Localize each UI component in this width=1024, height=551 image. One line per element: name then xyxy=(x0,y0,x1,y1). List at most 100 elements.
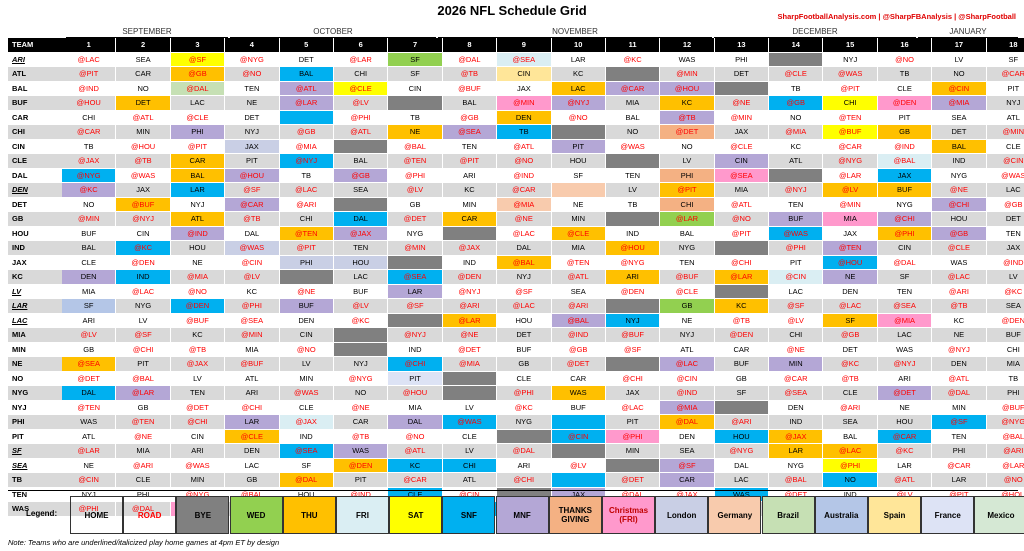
game-cell: PIT xyxy=(333,473,389,488)
header-week: 13 xyxy=(714,38,770,53)
game-cell: TEN xyxy=(986,227,1024,241)
game-cell: @KC xyxy=(877,444,933,459)
game-cell: @ATL xyxy=(333,125,389,140)
game-cell: @GB xyxy=(442,110,498,125)
month-january: JANUARY xyxy=(918,26,1018,38)
game-cell: @LV xyxy=(225,270,280,285)
game-cell: @IND xyxy=(986,256,1024,270)
game-cell: ATL xyxy=(769,154,824,169)
game-cell: NYJ xyxy=(170,197,226,212)
game-cell: @PHI xyxy=(388,168,443,183)
game-cell: @NYG xyxy=(605,255,661,270)
game-cell: @SF xyxy=(660,458,715,473)
game-cell: @LAR xyxy=(823,168,878,183)
game-cell: @BUF xyxy=(442,81,498,96)
game-cell: MIA xyxy=(116,444,171,459)
legend-item: THU xyxy=(282,496,336,534)
game-cell: DET xyxy=(279,52,334,67)
game-cell: @PHI xyxy=(62,502,117,517)
game-cell: JAX xyxy=(714,125,770,140)
legend-item: Brazil xyxy=(761,496,815,534)
team-name: CIN xyxy=(8,140,62,154)
game-cell: @MIN xyxy=(823,197,878,212)
game-cell: @DAL xyxy=(497,444,552,459)
game-cell: @WAS xyxy=(116,168,171,183)
game-cell: @ATL xyxy=(497,139,552,154)
game-cell: @DET xyxy=(605,473,661,488)
game-cell: @BAL xyxy=(986,430,1024,444)
game-cell: @LAR xyxy=(333,52,389,67)
bye-cell xyxy=(497,429,552,444)
game-cell: @NE xyxy=(497,212,552,227)
header-week: 11 xyxy=(605,38,661,53)
header-week: 18 xyxy=(986,38,1024,53)
game-cell: BUF xyxy=(279,299,334,314)
game-cell: @DAL xyxy=(877,255,933,270)
game-cell: @SF xyxy=(497,284,552,299)
legend-item: THANKS GIVING xyxy=(548,496,602,534)
game-cell: @CAR xyxy=(877,429,933,444)
game-cell: @LAR xyxy=(986,459,1024,473)
game-cell: DEN xyxy=(62,270,117,285)
legend-item: SAT xyxy=(389,496,443,534)
legend-item: Australia xyxy=(814,496,868,534)
game-cell: CHI xyxy=(823,96,878,111)
game-cell: @BAL xyxy=(769,473,824,488)
game-cell: @MIN xyxy=(225,328,280,343)
game-cell: @NO xyxy=(714,212,770,227)
game-cell: @ARI xyxy=(714,415,770,430)
game-cell: @GB xyxy=(551,342,606,357)
game-cell: @IND xyxy=(170,226,226,241)
game-cell: BUF xyxy=(714,357,770,372)
game-cell: @CLE xyxy=(932,241,987,256)
game-cell: @NO xyxy=(225,67,280,82)
game-cell: @MIN xyxy=(986,125,1024,140)
game-cell: SF xyxy=(62,299,117,314)
game-cell: @CIN xyxy=(660,371,715,386)
game-cell: @NYJ xyxy=(116,212,171,227)
bye-cell xyxy=(714,241,770,256)
game-cell: JAX xyxy=(225,139,280,154)
game-cell: @NYG xyxy=(714,444,770,459)
game-cell: @DEN xyxy=(116,255,171,270)
game-cell: @LAC xyxy=(932,270,987,285)
game-cell: @SF xyxy=(388,299,443,314)
game-cell: @WAS xyxy=(823,67,878,82)
game-cell: BAL xyxy=(660,226,715,241)
table-row: IND BAL @KC HOU @WAS @PIT TEN @MIN @JAX DAL MIA @HO… xyxy=(8,241,1024,256)
game-cell: @TEN xyxy=(551,255,606,270)
game-cell: @DAL xyxy=(170,81,226,96)
game-cell: @DEN xyxy=(877,96,933,111)
game-cell: @KC xyxy=(62,183,117,198)
game-cell: ATL xyxy=(62,429,117,444)
team-name: DET xyxy=(8,198,62,212)
header-week: 17 xyxy=(932,38,987,53)
team-name: SEA xyxy=(8,459,62,473)
game-cell: @CIN xyxy=(62,473,117,488)
game-cell: @LV xyxy=(769,313,824,328)
table-row: KC DEN IND @MIA @LV LAC @SEA @DEN NYJ @ATL ARI @BUF… xyxy=(8,270,1024,285)
team-name: CHI xyxy=(8,125,62,140)
game-cell: @HOU xyxy=(660,81,715,96)
game-cell: LAR xyxy=(932,473,987,488)
game-cell: SF xyxy=(388,67,443,82)
bye-cell xyxy=(388,96,443,111)
game-cell: CHI xyxy=(62,110,117,125)
game-cell: @CAR xyxy=(225,197,280,212)
game-cell: PHI xyxy=(116,487,171,502)
game-cell: @LAC xyxy=(660,357,715,372)
game-cell: @LAR xyxy=(660,212,715,227)
game-cell: TEN xyxy=(333,241,389,256)
game-cell: NO xyxy=(605,125,661,140)
game-cell: @BUF xyxy=(986,401,1024,415)
legend-item: Germany xyxy=(708,496,762,534)
game-cell: @NYJ xyxy=(769,183,824,198)
table-row: NE @SEA PIT @JAX @BUF LV NYJ @CHI @MIA GB @DET @LAC… xyxy=(8,357,1024,372)
bye-cell xyxy=(605,67,661,82)
table-row: CIN TB @HOU @PIT JAX @MIA @BAL TEN @ATL PIT @WAS NO… xyxy=(8,139,1024,154)
game-cell: WAS xyxy=(551,386,606,401)
game-cell: LV xyxy=(986,270,1024,285)
game-cell: @TB xyxy=(225,212,280,227)
game-cell: @ARI xyxy=(823,400,878,415)
game-cell: @NO xyxy=(551,110,606,125)
